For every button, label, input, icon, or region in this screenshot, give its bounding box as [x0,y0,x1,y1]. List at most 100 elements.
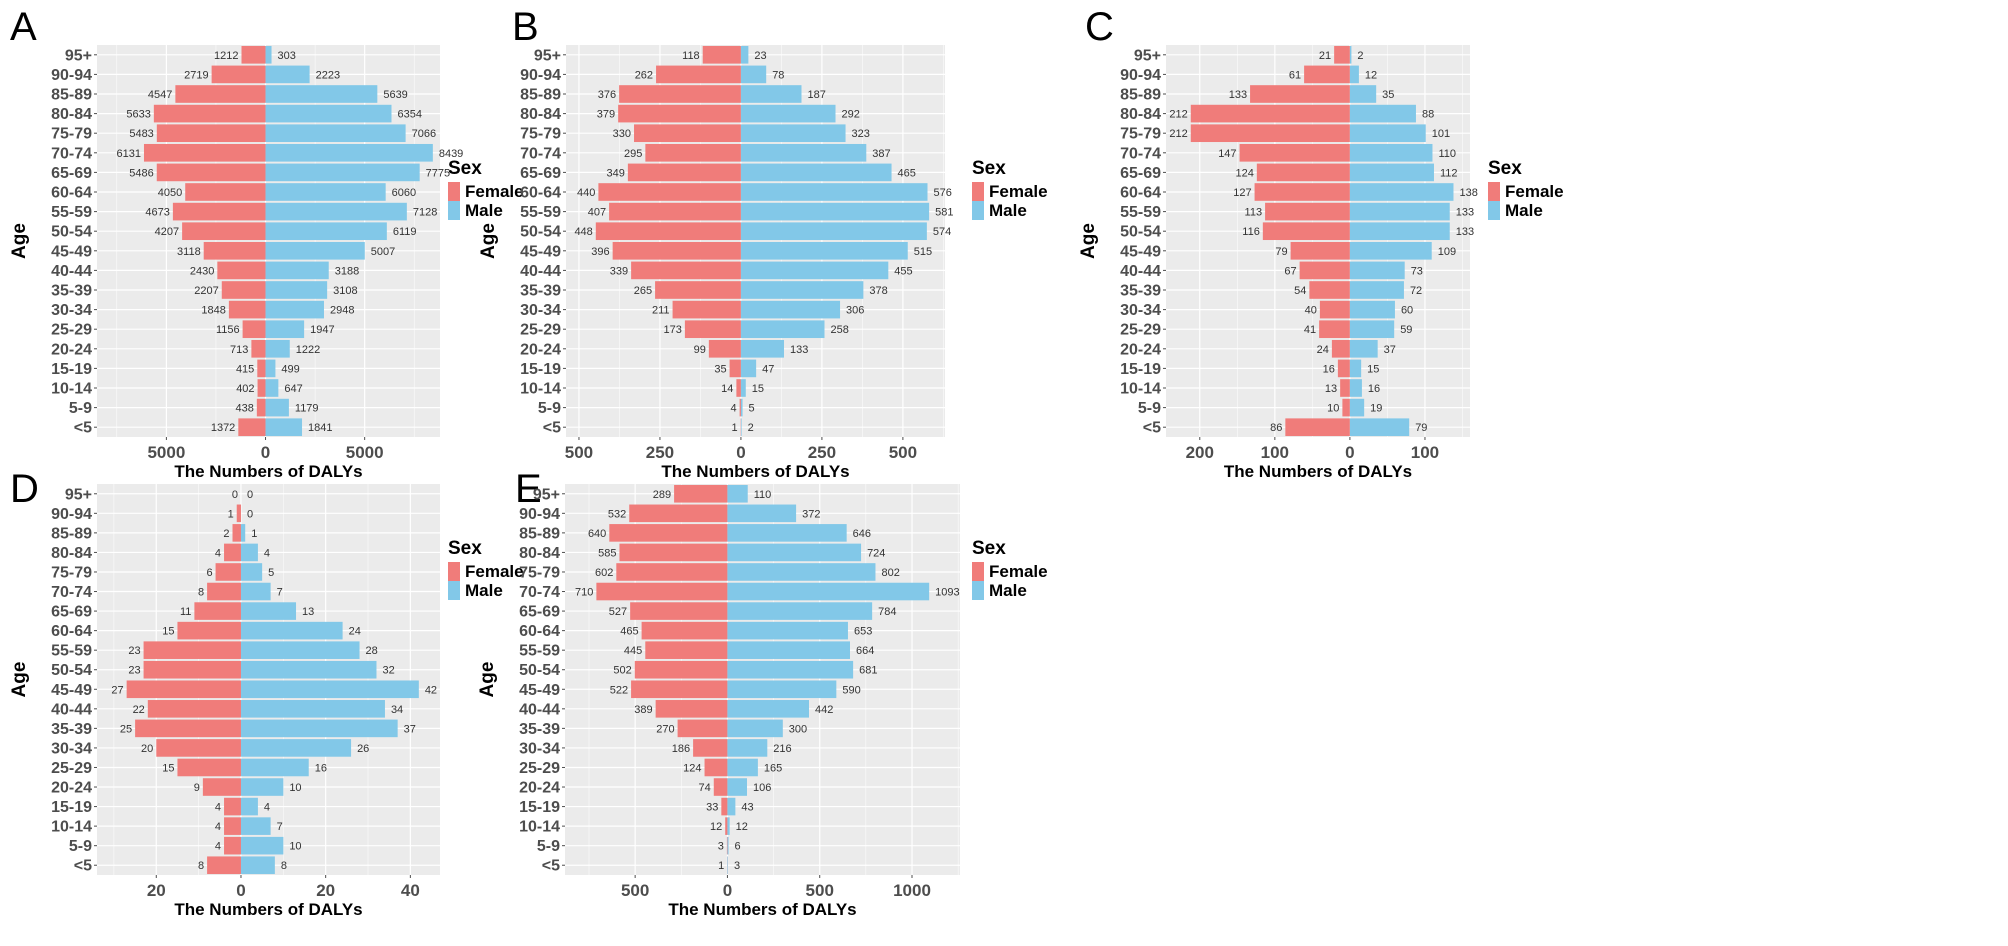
bar-male [240,524,246,542]
data-label-male: 16 [315,762,327,774]
data-label-male: 8 [281,860,287,872]
bar-female [713,778,728,796]
bar-female [641,621,728,640]
y-tick-label: 55-59 [520,204,561,221]
bar-male [740,124,846,143]
y-tick-label: 10-14 [51,381,92,398]
bar-male [265,163,420,182]
bar-female [153,104,266,123]
data-label-female: 4207 [155,226,179,238]
data-label-female: 710 [575,587,593,599]
bar-male [727,563,876,581]
data-label-female: 41 [1304,324,1316,336]
y-tick-label: 15-19 [51,361,92,378]
bar-male [1349,398,1365,417]
y-tick-label: 55-59 [51,204,92,221]
y-tick-label: 30-34 [51,302,92,319]
data-label-male: 387 [872,148,890,160]
data-label-male: 300 [789,723,807,735]
y-tick-label: 55-59 [51,643,92,660]
data-label-male: 32 [382,665,394,677]
data-label-male: 42 [425,684,437,696]
data-label-female: 396 [591,246,609,258]
data-label-male: 724 [867,547,885,559]
data-label-male: 590 [842,684,860,696]
x-tick-label: 40 [401,881,420,900]
bar-male [727,797,736,816]
bar-male [265,65,310,84]
data-label-male: 515 [914,246,932,258]
legend-swatch-female [1488,182,1500,201]
bar-female [143,143,266,162]
bar-male [240,641,360,659]
y-tick-label: 20-24 [1120,341,1161,358]
data-label-female: 27 [111,684,123,696]
y-tick-label: 5-9 [537,838,560,855]
data-label-female: 16 [1323,363,1335,375]
bar-female [177,621,241,640]
data-label-male: 3108 [333,285,357,297]
data-label-female: 20 [141,743,153,755]
y-tick-label: 85-89 [51,525,92,542]
data-label-male: 1093 [935,587,959,599]
data-label-female: 527 [609,606,627,618]
y-tick-label: 80-84 [520,106,561,123]
bar-female [1319,300,1350,319]
panel-e: E 289 110 95+ 532 372 90-94 640 646 85-89 585 724 80… [477,467,1048,919]
bar-male [265,143,433,162]
bar-male [240,621,343,640]
data-label-male: 574 [933,226,951,238]
data-label-male: 2948 [330,305,354,317]
legend-swatch-female [448,182,460,201]
bar-female [242,320,266,339]
data-label-female: 4 [215,841,221,853]
data-label-female: 186 [672,743,690,755]
data-label-female: 389 [634,704,652,716]
bar-male [740,222,927,241]
x-tick-label: 250 [808,443,836,462]
bar-male [740,320,825,339]
legend-label-female: Female [465,562,524,581]
y-tick-label: 65-69 [51,165,92,182]
data-label-male: 2223 [316,69,340,81]
y-tick-label: 60-64 [520,185,561,202]
bar-male [727,719,783,738]
data-label-male: 372 [802,508,820,520]
bar-female [257,379,266,397]
data-label-female: 3118 [177,246,201,258]
y-tick-label: 25-29 [520,322,561,339]
data-label-male: 10 [289,782,301,794]
bar-male [265,418,303,437]
data-label-male: 109 [1438,246,1456,258]
bar-female [1265,202,1350,221]
data-label-female: 99 [694,344,706,356]
data-label-female: 6131 [116,148,140,160]
data-label-male: 60 [1401,305,1413,317]
data-label-male: 216 [773,743,791,755]
data-label-male: 138 [1459,187,1477,199]
bar-female [257,359,266,378]
x-tick-label: 0 [236,881,245,900]
data-label-male: 7066 [412,128,436,140]
bar-female [143,660,241,679]
bar-male [240,700,385,718]
y-tick-label: 75-79 [1120,126,1161,143]
data-label-female: 212 [1169,109,1187,121]
y-tick-label: 35-39 [51,721,92,738]
bar-male [1349,143,1433,162]
data-label-female: 289 [653,489,671,501]
bar-male [727,856,728,875]
bar-male [1349,45,1352,64]
data-label-male: 133 [1456,207,1474,219]
data-label-male: 88 [1422,109,1434,121]
data-label-male: 10 [289,841,301,853]
bar-male [740,300,841,319]
bar-male [265,339,290,358]
data-label-female: 79 [1275,246,1287,258]
bar-male [1349,281,1404,299]
panel-a: A 1212 303 95+ 2719 2223 90-94 4547 5639 85-89 563… [9,5,524,481]
y-tick-label: 40-44 [51,701,92,718]
panel-letter: C [1085,5,1114,49]
bar-male [727,778,747,796]
